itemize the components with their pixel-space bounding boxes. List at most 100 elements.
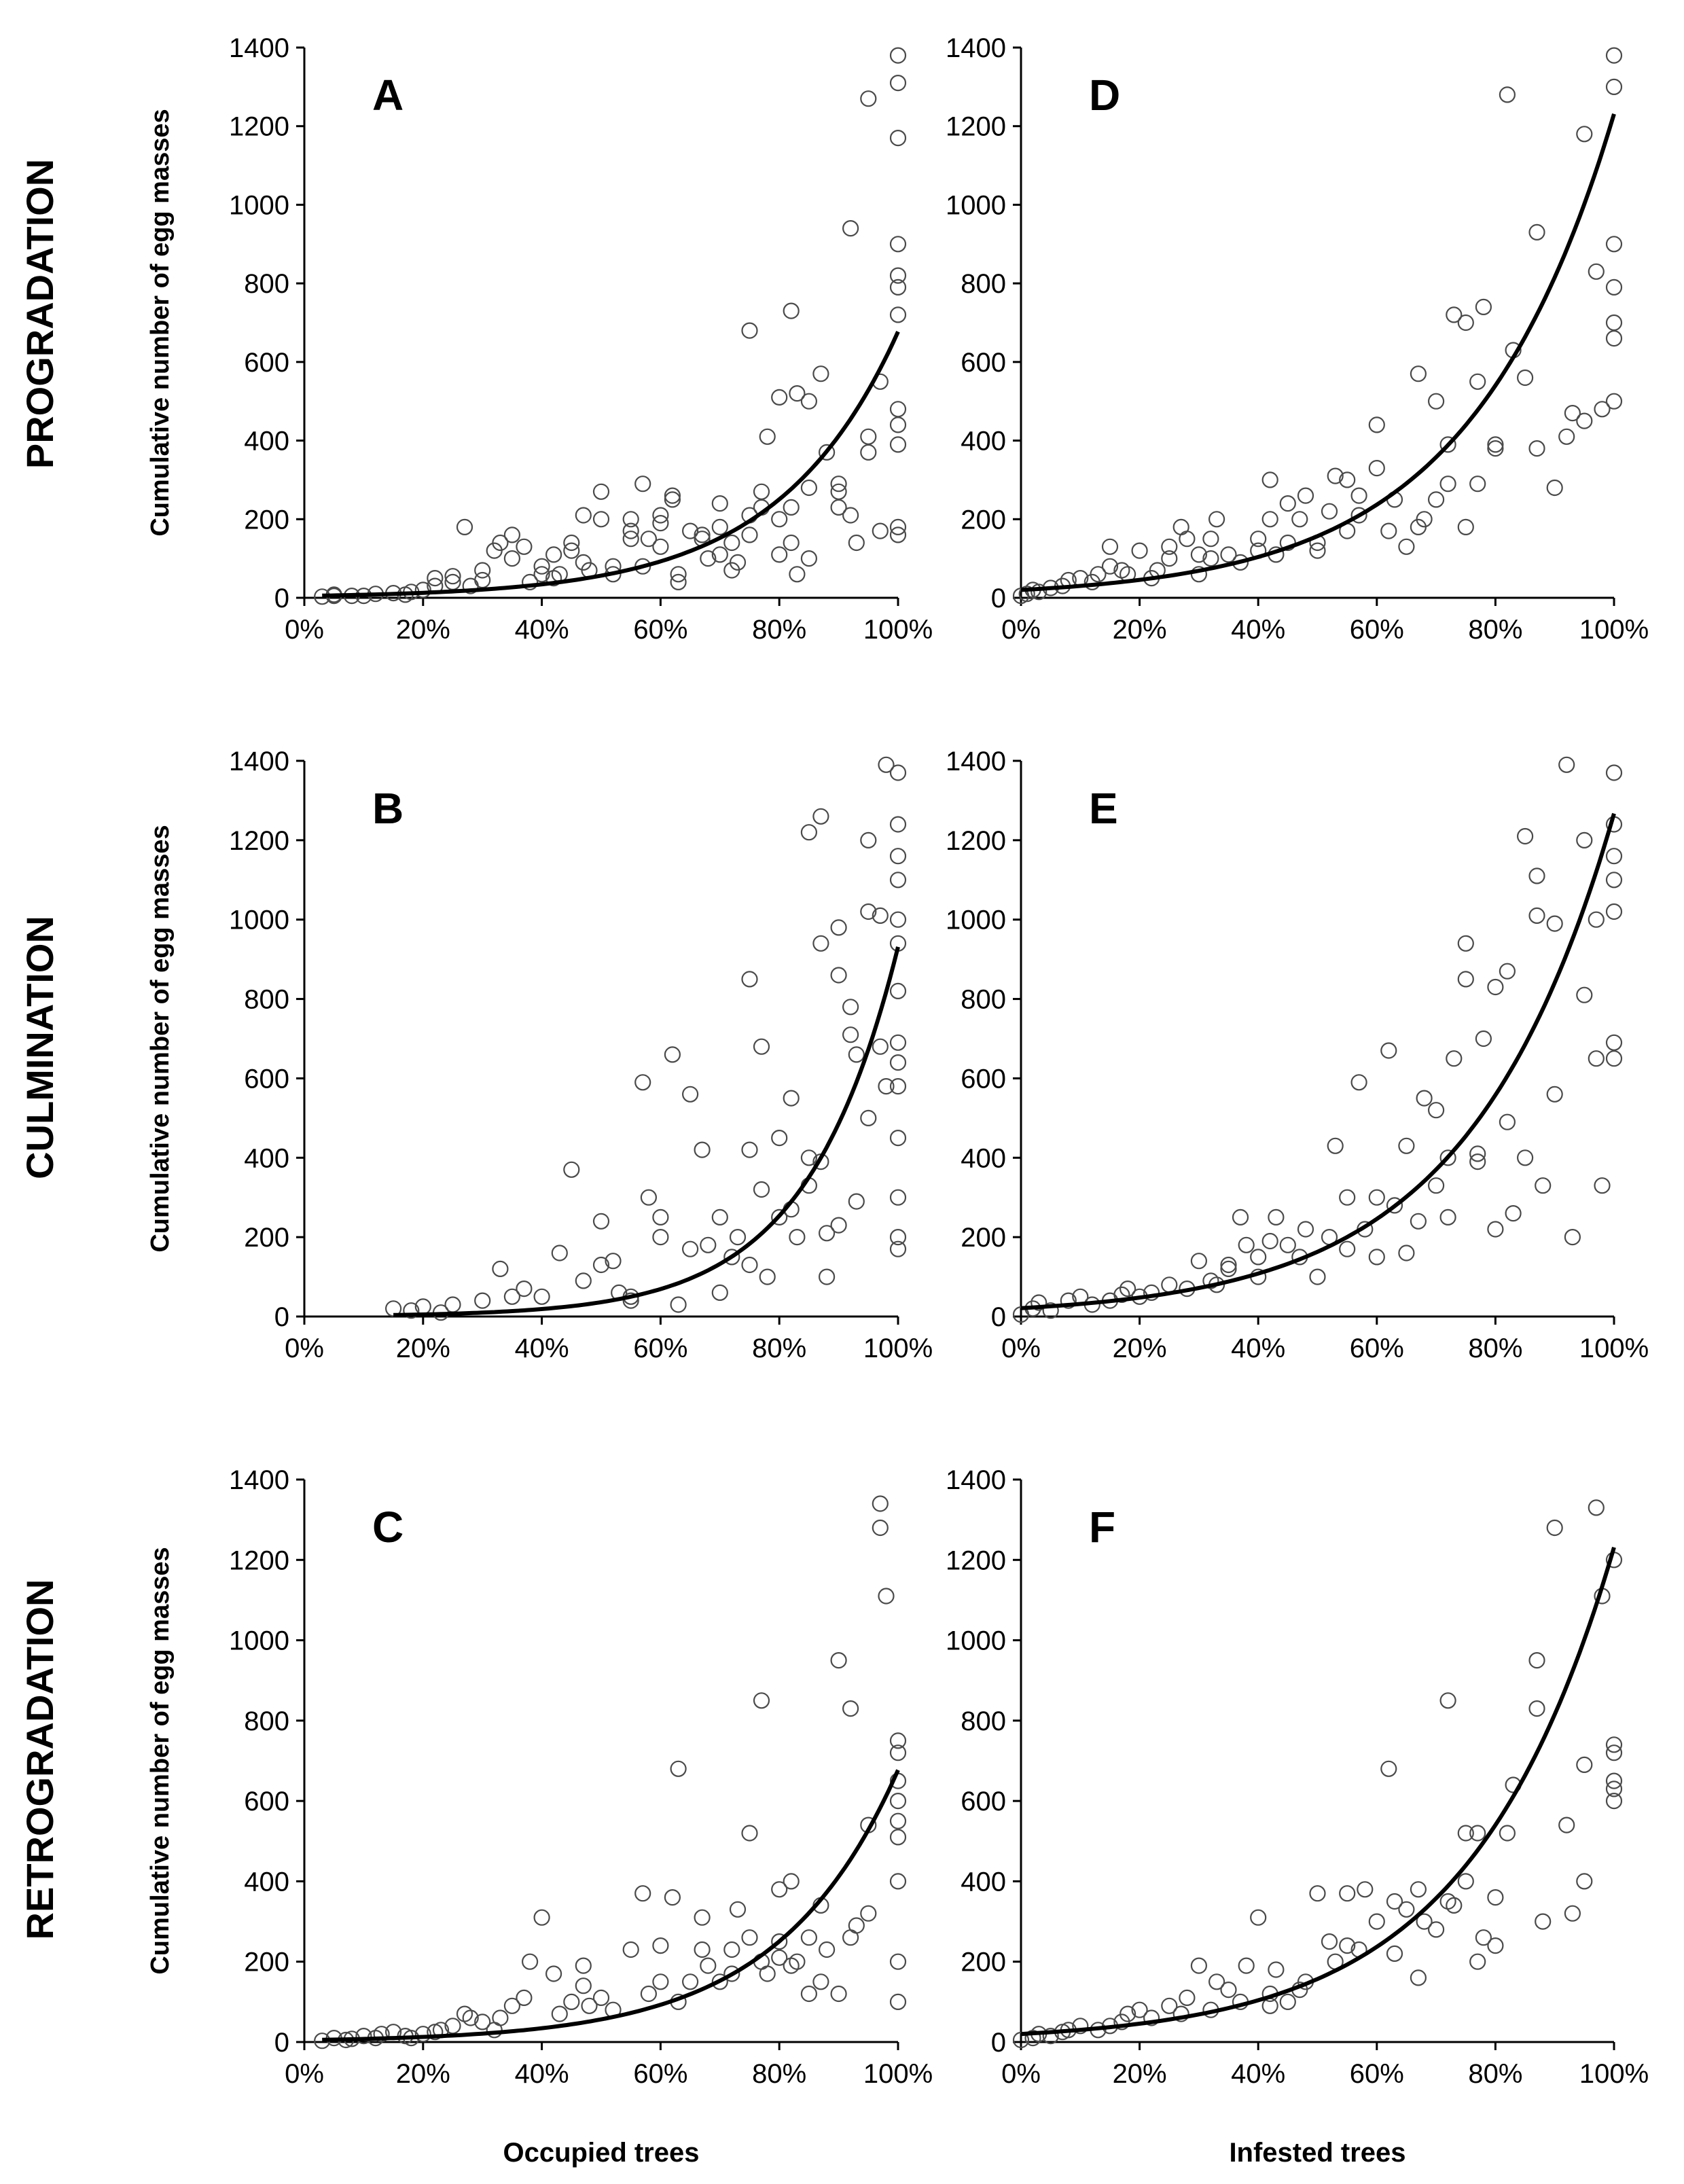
panel-b-point [723,1249,740,1266]
panel-d-point [1475,298,1492,315]
panel-d-point [1499,86,1516,103]
panel-a-point [652,507,669,524]
panel-e-point [1605,764,1623,781]
panel-c-point [622,1941,639,1958]
panel-a-point [889,401,907,418]
panel-d-point [1279,495,1296,512]
panel-c-ylabel: Cumulative number of egg masses [146,1547,175,1974]
panel-e-point [1232,1209,1249,1226]
panel-a: 0 200 400 600 800 1000 1200 1400 0% 20% 40% 60% 80% 1… [146,33,933,645]
panel-d-y-tick-label: 1000 [946,190,1006,220]
panel-c-point [551,2005,568,2022]
panel-b-x-tick-label: 0% [285,1333,324,1363]
panel-e-point [1220,1260,1237,1278]
panel-c-point [723,1941,740,1958]
panel-c-point [872,1495,889,1512]
panel-c-point [889,1993,907,2010]
panel-b-point [753,1181,770,1198]
panel-b-fit-curve [393,946,900,1317]
panel-f-point [1172,2005,1189,2022]
panel-c-point [563,1993,580,2010]
panel-b-point [783,1090,800,1107]
panel-d-point [1576,126,1593,143]
panel-b-y-tick-label: 200 [244,1223,289,1253]
panel-b-point [848,1193,865,1210]
panel-e-point [1428,1177,1445,1194]
panel-e-point [1386,1197,1403,1214]
panel-a-point [889,306,907,323]
panel-c-point [789,1953,806,1970]
panel-a-point [889,526,907,543]
panel-f-point [1487,1889,1504,1906]
panel-c-point [889,1829,907,1846]
panel-a-point [860,90,877,107]
panel-d-point [1469,373,1486,390]
panel-f-point [1357,1881,1374,1898]
panel-c-point [516,1989,533,2006]
panel-b-y-tick-label: 0 [274,1302,289,1332]
panel-c-point [474,2013,491,2030]
panel-a-y-tick-label: 1000 [229,190,289,220]
panel-d-x-tick-label: 80% [1468,615,1522,645]
panel-f-point [1528,1700,1545,1717]
panel-c-point [842,1700,859,1717]
panel-f: 0 200 400 600 800 1000 1200 1400 0% 20% 40% 60% 80% 1… [946,1465,1649,2168]
panel-e-point [1368,1189,1385,1206]
panel-b-point [889,1129,907,1147]
panel-f-point [1220,1982,1237,1999]
panel-c-y-tick-label: 600 [244,1787,289,1816]
panel-d-point [1446,306,1463,323]
panel-a-point [830,483,847,500]
panel-e-point [1605,872,1623,889]
panel-a-point [652,538,669,555]
panel-c-point [741,1825,758,1842]
panel-e-point [1113,1286,1130,1304]
panel-e-point [1439,1149,1456,1166]
panel-e-point [1564,1228,1581,1246]
panel-a-point [664,491,681,508]
panel-b-x-tick-label: 40% [515,1333,569,1363]
panel-c-points [314,1495,907,2049]
panel-f-y-tick-label: 1400 [946,1465,1006,1495]
panel-f-point [1161,1997,1178,2014]
panel-b-point [800,1149,818,1166]
panel-a-point [830,476,847,493]
panel-d-point [1605,330,1623,347]
panel-c-point [818,1941,836,1958]
panel-f-x-tick-label: 100% [1579,2059,1649,2089]
panel-c-point [848,1917,865,1934]
panel-d-point [1368,416,1385,433]
panel-f-point [1439,1692,1456,1709]
panel-f-point [1605,1772,1623,1789]
panel-c-point [872,1519,889,1537]
panel-b-point [652,1228,669,1246]
panel-d-point [1172,518,1189,536]
panel-f-point [1475,1929,1492,1946]
panel-d-point [1161,550,1178,567]
panel-b-point [812,935,829,952]
panel-f-point [1250,1909,1267,1926]
panel-a-point [545,546,562,563]
panel-a-point [711,518,728,536]
panel-a-point [789,384,806,402]
panel-d-point [1131,542,1148,559]
panel-c-point [723,1965,740,1982]
panel-b-point [474,1292,491,1309]
panel-d-point [1161,538,1178,555]
panel-d-point [1261,511,1278,528]
panel-e-point [1546,1086,1563,1103]
panel-a-point [681,522,699,539]
panel-f-point [1428,1921,1445,1938]
panel-b-point [700,1236,717,1253]
panel-c-point [889,1793,907,1810]
panel-d-point [1428,393,1445,410]
panel-d-x-tick-label: 60% [1350,615,1404,645]
panel-b-point [878,1077,895,1095]
panel-d-point [1101,558,1119,575]
panel-d-point [1558,428,1575,445]
panel-f-point [1339,1937,1356,1954]
panel-c-point [759,1965,776,1982]
panel-b-point [492,1260,509,1278]
panel-c-y-tick-label: 800 [244,1706,289,1736]
panel-f-point [1605,1780,1623,1797]
